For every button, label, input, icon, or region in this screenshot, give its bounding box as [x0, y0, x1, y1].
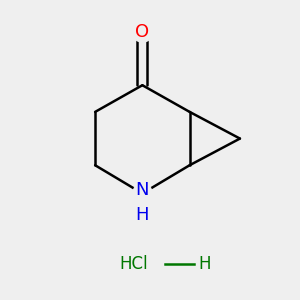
Text: O: O — [135, 23, 149, 41]
Text: HCl: HCl — [119, 255, 148, 273]
Text: H: H — [198, 255, 211, 273]
Text: N: N — [136, 181, 149, 199]
Text: H: H — [136, 206, 149, 224]
